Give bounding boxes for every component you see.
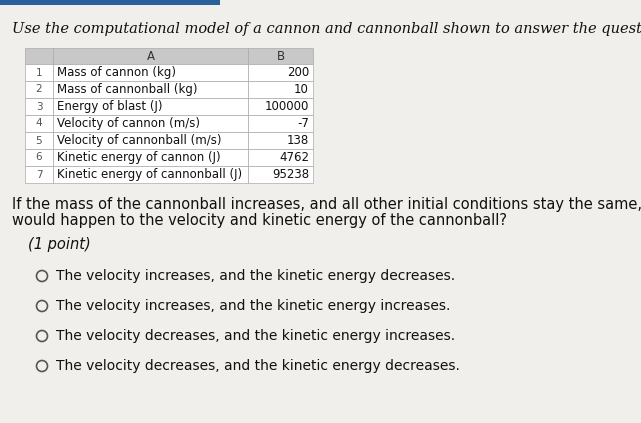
Bar	[25, 166, 53, 183]
Text: The velocity increases, and the kinetic energy increases.: The velocity increases, and the kinetic …	[56, 299, 451, 313]
Bar	[25, 81, 53, 98]
Bar	[248, 64, 313, 81]
Bar	[53, 149, 248, 166]
Bar	[248, 132, 313, 149]
Text: 2: 2	[36, 85, 42, 94]
Text: (1 point): (1 point)	[28, 237, 91, 252]
Text: 138: 138	[287, 134, 309, 147]
Text: The velocity increases, and the kinetic energy decreases.: The velocity increases, and the kinetic …	[56, 269, 455, 283]
Bar	[25, 149, 53, 166]
Text: Energy of blast (J): Energy of blast (J)	[57, 100, 163, 113]
Text: Kinetic energy of cannonball (J): Kinetic energy of cannonball (J)	[57, 168, 242, 181]
Text: Velocity of cannonball (m/s): Velocity of cannonball (m/s)	[57, 134, 222, 147]
Text: -7: -7	[297, 117, 309, 130]
Text: 100000: 100000	[265, 100, 309, 113]
Text: 3: 3	[36, 102, 42, 112]
Bar	[53, 64, 248, 81]
Bar	[25, 64, 53, 81]
Text: The velocity decreases, and the kinetic energy increases.: The velocity decreases, and the kinetic …	[56, 329, 455, 343]
Bar	[53, 132, 248, 149]
Text: 200: 200	[287, 66, 309, 79]
Bar	[248, 48, 313, 64]
Bar	[248, 166, 313, 183]
Bar	[53, 48, 248, 64]
Text: would happen to the velocity and kinetic energy of the cannonball?: would happen to the velocity and kinetic…	[12, 213, 507, 228]
Text: 7: 7	[36, 170, 42, 179]
Text: 5: 5	[36, 135, 42, 146]
Bar	[53, 115, 248, 132]
Text: B: B	[276, 49, 285, 63]
Text: 1: 1	[36, 68, 42, 77]
Text: The velocity decreases, and the kinetic energy decreases.: The velocity decreases, and the kinetic …	[56, 359, 460, 373]
Bar	[53, 81, 248, 98]
Bar	[25, 98, 53, 115]
Text: Kinetic energy of cannon (J): Kinetic energy of cannon (J)	[57, 151, 221, 164]
Bar	[0, 0, 220, 5]
Bar	[25, 48, 53, 64]
Text: Mass of cannon (kg): Mass of cannon (kg)	[57, 66, 176, 79]
Bar	[248, 81, 313, 98]
Text: Use the computational model of a cannon and cannonball shown to answer the quest: Use the computational model of a cannon …	[12, 22, 641, 36]
Bar	[53, 98, 248, 115]
Text: 6: 6	[36, 153, 42, 162]
Text: If the mass of the cannonball increases, and all other initial conditions stay t: If the mass of the cannonball increases,…	[12, 197, 641, 212]
Text: 95238: 95238	[272, 168, 309, 181]
Text: Mass of cannonball (kg): Mass of cannonball (kg)	[57, 83, 197, 96]
Bar	[25, 115, 53, 132]
Text: Velocity of cannon (m/s): Velocity of cannon (m/s)	[57, 117, 200, 130]
Bar	[53, 166, 248, 183]
Text: 10: 10	[294, 83, 309, 96]
Bar	[248, 98, 313, 115]
Bar	[248, 149, 313, 166]
Bar	[25, 132, 53, 149]
Text: A: A	[147, 49, 154, 63]
Bar	[248, 115, 313, 132]
Text: 4: 4	[36, 118, 42, 129]
Text: 4762: 4762	[279, 151, 309, 164]
